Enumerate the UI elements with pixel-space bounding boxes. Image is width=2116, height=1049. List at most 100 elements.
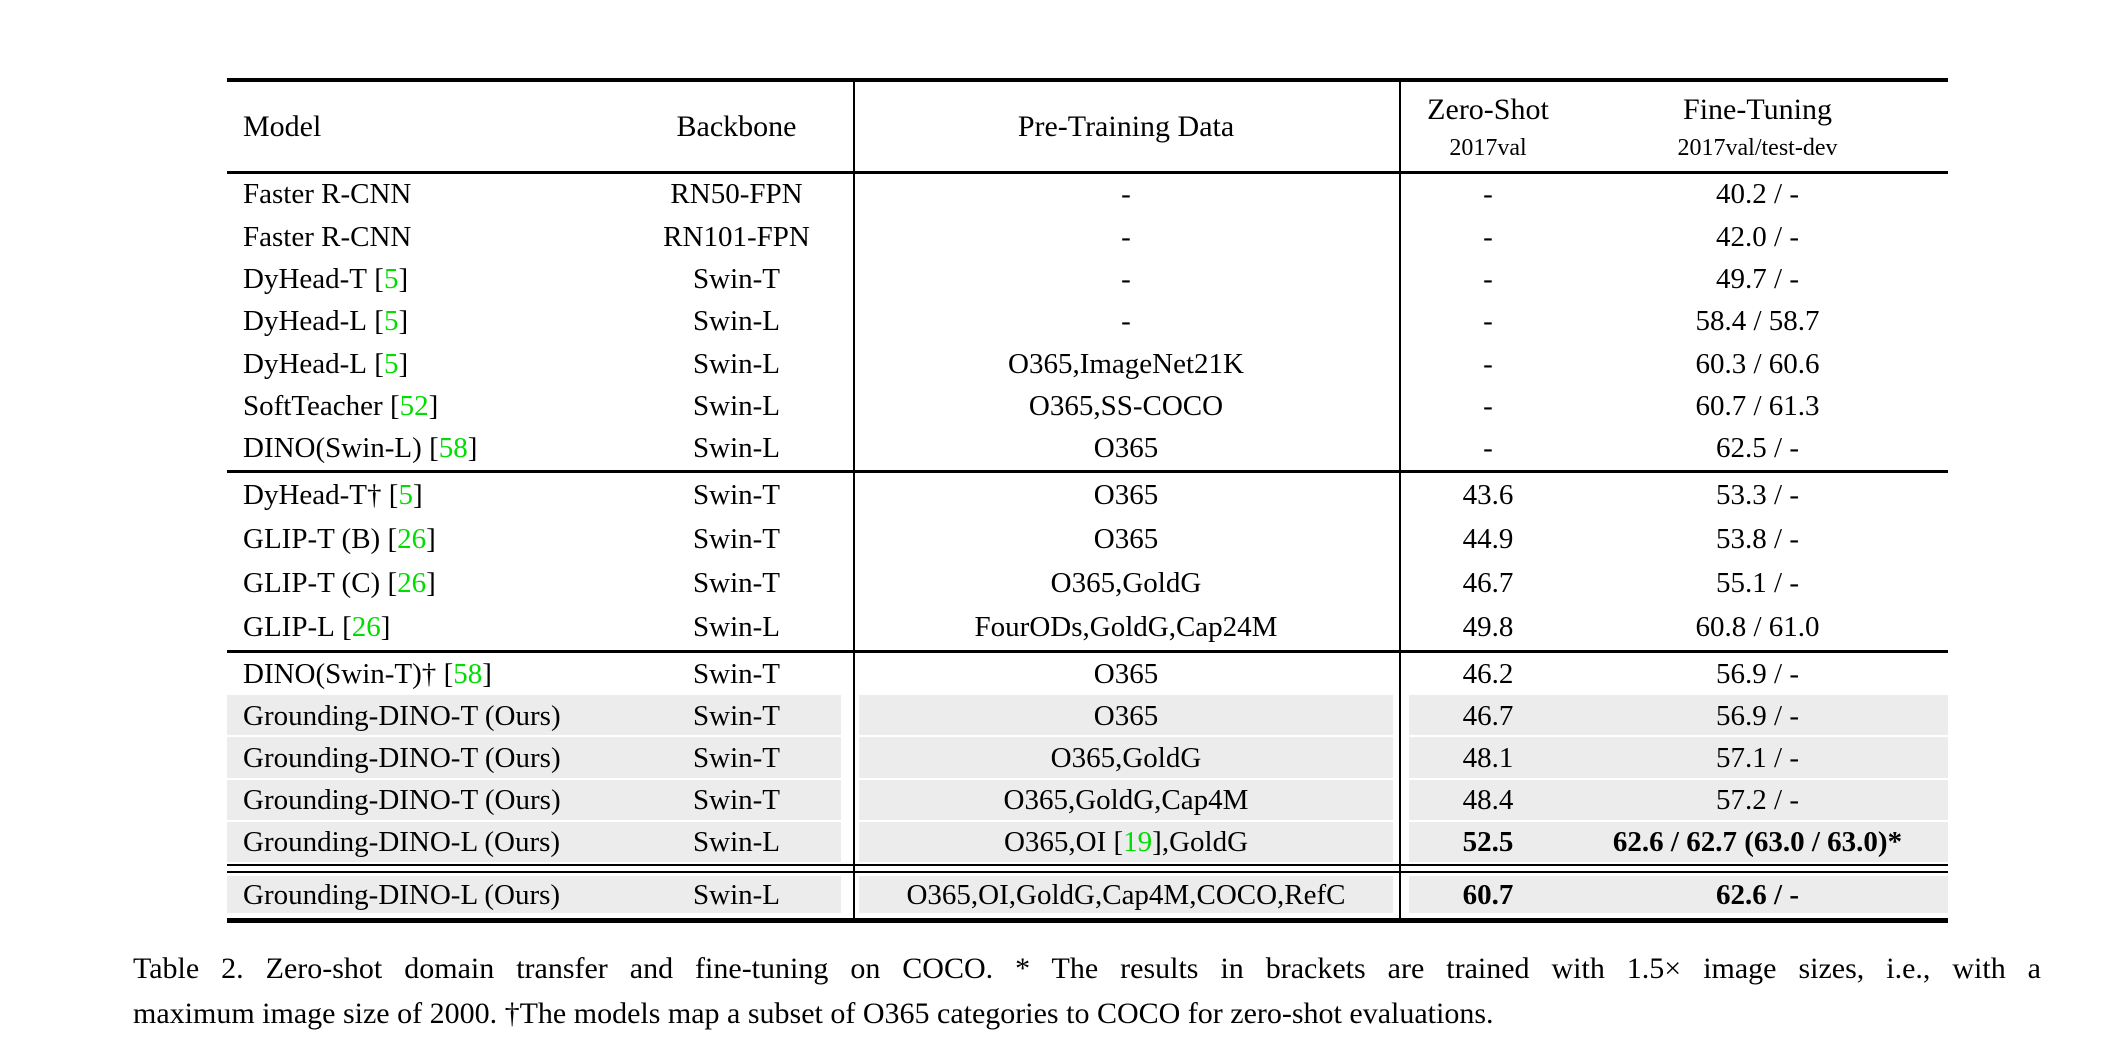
cell-backbone: Swin-T bbox=[693, 262, 780, 295]
cell-pretrain-data: O365 bbox=[1093, 432, 1159, 465]
citation-ref: 26 bbox=[351, 611, 381, 644]
column-gap bbox=[841, 82, 859, 171]
column-gap bbox=[1393, 385, 1409, 427]
table-row: SoftTeacher [52] Swin-L O365,SS-COCO - 6… bbox=[227, 385, 1948, 427]
column-gap bbox=[841, 517, 859, 561]
cell-pretrain-data: O365 bbox=[1093, 522, 1159, 555]
cell-zeroshot-ap: 46.7 bbox=[1409, 695, 1567, 738]
section-separator-rule bbox=[227, 470, 1948, 473]
cell-zeroshot-ap: 60.7 bbox=[1409, 876, 1567, 915]
cell-finetune-ap: 40.2 / - bbox=[1716, 178, 1799, 211]
table-section-supervised: Faster R-CNN RN50-FPN - - 40.2 / - Faste… bbox=[227, 174, 1948, 471]
table-row: Grounding-DINO-T (Ours) Swin-T O365,Gold… bbox=[227, 737, 1948, 780]
cell-pretrain-data: - bbox=[1121, 305, 1131, 338]
column-gap bbox=[1393, 258, 1409, 300]
column-gap bbox=[1393, 301, 1409, 343]
cell-zeroshot-ap: 46.2 bbox=[1462, 657, 1514, 690]
column-gap bbox=[1393, 606, 1409, 650]
table-row: DINO(Swin-T)† [58] Swin-T O365 46.2 56.9… bbox=[227, 653, 1948, 695]
cell-backbone: Swin-T bbox=[632, 737, 841, 780]
section-separator-rule bbox=[227, 650, 1948, 653]
table-row: DyHead-T† [5] Swin-T O365 43.6 53.3 / - bbox=[227, 473, 1948, 517]
citation-ref: 5 bbox=[398, 478, 413, 511]
column-header-model: Model bbox=[243, 109, 322, 143]
cell-backbone: Swin-L bbox=[693, 432, 780, 465]
citation-ref: 58 bbox=[438, 432, 468, 465]
cell-backbone: RN101-FPN bbox=[663, 220, 810, 253]
cell-zeroshot-ap: 49.8 bbox=[1462, 611, 1514, 644]
column-gap bbox=[1393, 517, 1409, 561]
table-header-row: Model Backbone Pre-Training Data Zero-Sh… bbox=[227, 82, 1948, 171]
column-gap bbox=[1393, 428, 1409, 470]
cell-zeroshot-ap: 44.9 bbox=[1462, 522, 1514, 555]
column-gap bbox=[1393, 343, 1409, 385]
cell-zeroshot-ap: - bbox=[1483, 347, 1493, 380]
cell-zeroshot-ap: - bbox=[1483, 305, 1493, 338]
cell-zeroshot-ap: - bbox=[1483, 389, 1493, 422]
cell-model: Grounding-DINO-T (Ours) bbox=[227, 737, 632, 780]
column-gap bbox=[1393, 822, 1409, 864]
cell-backbone: Swin-L bbox=[693, 611, 780, 644]
cell-backbone: RN50-FPN bbox=[670, 178, 803, 211]
cell-finetune-ap: 62.5 / - bbox=[1716, 432, 1799, 465]
table-caption: Table 2. Zero-shot domain transfer and f… bbox=[133, 946, 2041, 1036]
table-row: DyHead-L [5] Swin-L - - 58.4 / 58.7 bbox=[227, 301, 1948, 343]
column-gap bbox=[1393, 216, 1409, 258]
column-gap bbox=[841, 174, 859, 216]
cell-pretrain-data: O365,ImageNet21K bbox=[1008, 347, 1244, 380]
table-row: Grounding-DINO-L (Ours) Swin-L O365,OI,G… bbox=[227, 876, 1948, 915]
table-row: DyHead-L [5] Swin-L O365,ImageNet21K - 6… bbox=[227, 343, 1948, 385]
cell-pretrain-data: O365 bbox=[1093, 657, 1159, 690]
table-row: Grounding-DINO-L (Ours) Swin-L O365,OI [… bbox=[227, 821, 1948, 865]
column-gap bbox=[841, 216, 859, 258]
column-gap bbox=[841, 606, 859, 650]
column-divider bbox=[853, 78, 855, 923]
citation-ref: 58 bbox=[453, 657, 483, 690]
column-header-zeroshot: Zero-Shot 2017val bbox=[1409, 82, 1567, 171]
cell-backbone: Swin-T bbox=[632, 779, 841, 822]
cell-model: Faster R-CNN bbox=[243, 178, 412, 211]
cell-model: Faster R-CNN bbox=[243, 220, 412, 253]
citation-ref: 26 bbox=[397, 567, 427, 600]
zeroshot-header-title: Zero-Shot bbox=[1427, 92, 1549, 126]
column-gap bbox=[841, 301, 859, 343]
column-gap bbox=[841, 258, 859, 300]
column-gap bbox=[1393, 695, 1409, 737]
cell-zeroshot-ap: 43.6 bbox=[1462, 478, 1514, 511]
cell-model: GLIP-T (B) [26] bbox=[243, 522, 436, 555]
table-section-final-row: Grounding-DINO-L (Ours) Swin-L O365,OI,G… bbox=[227, 873, 1948, 918]
cell-finetune-ap: 57.2 / - bbox=[1567, 779, 1948, 822]
cell-finetune-ap: 53.8 / - bbox=[1716, 522, 1799, 555]
cell-finetune-ap: 55.1 / - bbox=[1716, 567, 1799, 600]
column-gap bbox=[1393, 876, 1409, 915]
column-header-backbone: Backbone bbox=[676, 109, 797, 143]
cell-zeroshot-ap: 48.4 bbox=[1409, 779, 1567, 822]
cell-model: GLIP-T (C) [26] bbox=[243, 567, 436, 600]
citation-ref: 19 bbox=[1123, 826, 1153, 859]
cell-finetune-ap: 58.4 / 58.7 bbox=[1695, 305, 1820, 338]
column-gap bbox=[841, 695, 859, 737]
cell-pretrain-data: O365,GoldG bbox=[1050, 567, 1202, 600]
table-row: Grounding-DINO-T (Ours) Swin-T O365 46.7… bbox=[227, 695, 1948, 738]
cell-backbone: Swin-T bbox=[693, 522, 780, 555]
cell-model: DyHead-L [5] bbox=[243, 305, 409, 338]
caption-line-1: Table 2. Zero-shot domain transfer and f… bbox=[133, 952, 2041, 985]
table-row: DyHead-T [5] Swin-T - - 49.7 / - bbox=[227, 258, 1948, 300]
cell-pretrain-data: - bbox=[1121, 178, 1131, 211]
cell-finetune-ap: 57.1 / - bbox=[1567, 737, 1948, 780]
column-gap bbox=[1393, 737, 1409, 779]
cell-model: DyHead-T [5] bbox=[243, 262, 409, 295]
column-gap bbox=[841, 737, 859, 779]
column-gap bbox=[1393, 562, 1409, 606]
cell-pretrain-data: O365 bbox=[859, 695, 1393, 738]
cell-zeroshot-ap: 46.7 bbox=[1462, 567, 1514, 600]
cell-zeroshot-ap: - bbox=[1483, 432, 1493, 465]
cell-pretrain-data: - bbox=[1121, 262, 1131, 295]
cell-model: GLIP-L [26] bbox=[243, 611, 391, 644]
table-row: Faster R-CNN RN101-FPN - - 42.0 / - bbox=[227, 216, 1948, 258]
citation-ref: 26 bbox=[397, 522, 427, 555]
cell-model: Grounding-DINO-T (Ours) bbox=[227, 695, 632, 738]
cell-model: DyHead-T† [5] bbox=[243, 478, 423, 511]
cell-model: DINO(Swin-T)† [58] bbox=[243, 657, 492, 690]
cell-backbone: Swin-L bbox=[693, 389, 780, 422]
